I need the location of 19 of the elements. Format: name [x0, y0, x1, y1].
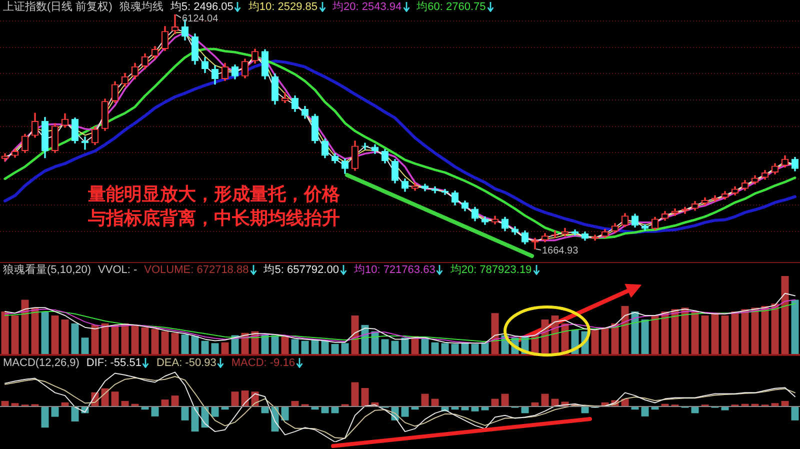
- annotation: 量能明显放大，形成量托，价格与指标底背离，中长期均线抬升: [88, 183, 341, 231]
- annotation: 1664.93: [542, 246, 579, 257]
- text: 均5: 657792.00: [264, 264, 339, 276]
- text: 均60: 2760.75: [416, 1, 486, 13]
- series-label: DEA: -50.93: [156, 357, 216, 369]
- text: 均10: 2529.85: [248, 1, 318, 13]
- text: MACD: -9.16: [231, 357, 295, 369]
- text: VOLUME: 672718.88: [144, 264, 249, 276]
- series-label: DIF: -55.51: [86, 357, 142, 369]
- chart-title: 上证指数(日线 前复权): [3, 1, 112, 13]
- legend-title: 狼魂均线: [119, 1, 164, 13]
- chart-title: 狼魂看量(5,10,20): [3, 264, 92, 276]
- text: 均20: 787923.19: [450, 264, 532, 276]
- chart-subtitle: VVOL: -: [98, 264, 138, 276]
- series-label: 均5: 2496.05: [170, 1, 234, 13]
- text: 均10: 721763.63: [354, 264, 436, 276]
- text: 均20: 2543.94: [332, 1, 402, 13]
- annotation: 6124.04: [182, 13, 219, 24]
- chart-title: MACD(12,26,9): [3, 357, 80, 369]
